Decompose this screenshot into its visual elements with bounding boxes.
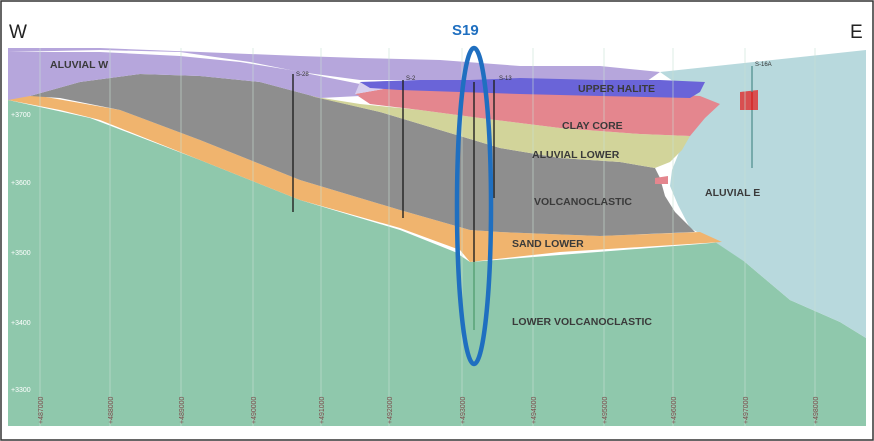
layer-aluvial-e	[660, 50, 866, 338]
layer-volcanoclastic	[30, 74, 695, 236]
clay-core-east-pocket	[740, 90, 758, 110]
elevation-label-3400: +3400	[11, 320, 31, 327]
elevation-label-3300: +3300	[11, 387, 31, 394]
easting-label-498000: +498000	[813, 396, 820, 424]
elevation-label-3500: +3500	[11, 250, 31, 257]
unit-labels: ALUVIAL W UPPER HALITE CLAY CORE ALUVIAL…	[50, 59, 760, 328]
easting-label-494000: +494000	[531, 396, 538, 424]
clay-core-small-pocket	[655, 176, 668, 184]
unit-label-volcanoclastic: VOLCANOCLASTIC	[534, 196, 632, 208]
easting-label-491000: +491000	[319, 396, 326, 424]
unit-label-aluvial-e: ALUVIAL E	[705, 187, 760, 199]
unit-label-clay-core: CLAY CORE	[562, 120, 623, 132]
easting-label-497000: +497000	[743, 396, 750, 424]
easting-label-496000: +496000	[671, 396, 678, 424]
layer-aluvial-lower	[310, 96, 690, 168]
layer-upper-halite	[360, 78, 705, 98]
easting-label-487000: +487000	[38, 396, 45, 424]
borehole-s-2: S-2	[402, 76, 416, 218]
easting-label-492000: +492000	[387, 396, 394, 424]
direction-label-west: W	[9, 22, 27, 43]
layer-clay-core	[355, 84, 720, 136]
layer-aluvial-w	[8, 48, 660, 86]
easting-axis: +487000 +488000 +489000 +490000 +491000 …	[38, 396, 820, 424]
unit-label-upper-halite: UPPER HALITE	[578, 83, 655, 95]
borehole-s-16a: S-16A	[751, 62, 772, 168]
easting-label-488000: +488000	[108, 396, 115, 424]
borehole-label-s-13: S-13	[499, 76, 512, 82]
unit-label-aluvial-lower: ALUVIAL LOWER	[532, 149, 620, 161]
highlight-label-s19: S19	[452, 22, 479, 39]
unit-label-lower-volcanoclastic: LOWER VOLCANOCLASTIC	[512, 316, 652, 328]
layer-aluvial-w-lower	[8, 52, 370, 100]
borehole-s-28: S-28	[292, 72, 309, 212]
easting-label-493000: +493000	[460, 396, 467, 424]
borehole-label-s-28: S-28	[296, 72, 309, 78]
borehole-label-s-2: S-2	[406, 76, 416, 82]
borehole-s-13: S-13	[493, 76, 512, 198]
elevation-label-3700: +3700	[11, 112, 31, 119]
easting-label-495000: +495000	[602, 396, 609, 424]
borehole-label-s-16a: S-16A	[755, 62, 772, 68]
highlight-ellipse-s19	[454, 45, 494, 367]
elevation-axis: +3700 +3600 +3500 +3400 +3300	[11, 112, 31, 394]
easting-label-489000: +489000	[179, 396, 186, 424]
elevation-label-3600: +3600	[11, 180, 31, 187]
layer-lower-volcanoclastic	[8, 100, 866, 426]
layer-sand-lower	[8, 96, 722, 262]
unit-label-aluvial-w: ALUVIAL W	[50, 59, 108, 71]
direction-label-east: E	[850, 22, 863, 43]
easting-label-490000: +490000	[251, 396, 258, 424]
unit-label-sand-lower: SAND LOWER	[512, 238, 584, 250]
